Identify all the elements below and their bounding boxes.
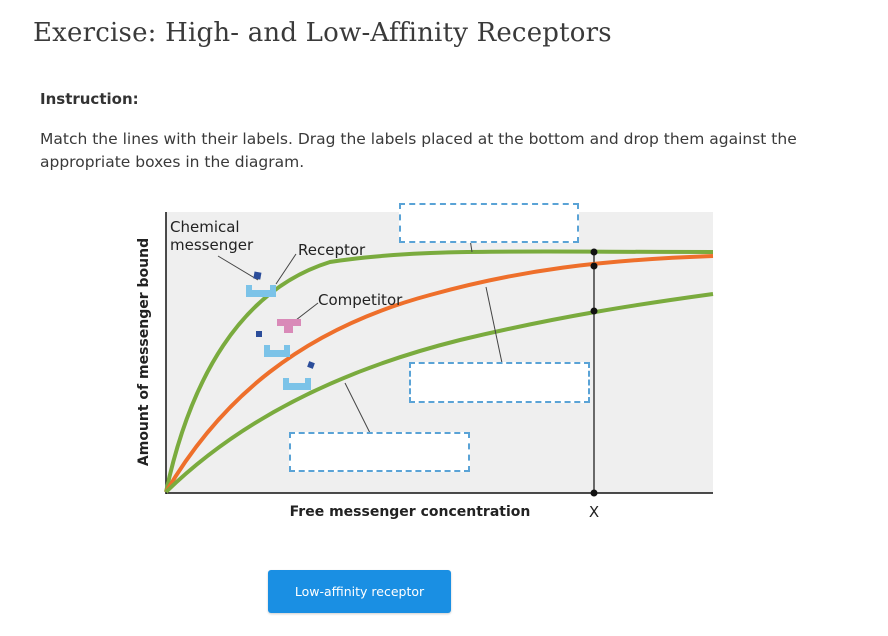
- marker-dot: [590, 262, 598, 270]
- x-marker-label: X: [589, 503, 599, 521]
- x-axis-label: Free messenger concentration: [290, 504, 531, 520]
- instruction-heading: Instruction:: [40, 90, 139, 108]
- drag-label-low-affinity-receptor[interactable]: Low-affinity receptor: [268, 570, 451, 613]
- messenger-icon: [256, 331, 262, 337]
- marker-dot: [590, 489, 598, 497]
- receptor-icon: [246, 285, 276, 297]
- drop-box-middle[interactable]: [409, 362, 590, 403]
- competitor-label: Competitor: [318, 291, 403, 309]
- instruction-text: Match the lines with their labels. Drag …: [40, 130, 797, 171]
- competitor-icon: [277, 319, 301, 333]
- leader-line: [275, 253, 297, 285]
- receptor-icon: [283, 378, 311, 390]
- leader-line: [344, 382, 371, 434]
- high-affinity-curve: [164, 249, 714, 493]
- page-title: Exercise: High- and Low-Affinity Recepto…: [33, 18, 612, 48]
- messenger-icon: [253, 271, 262, 280]
- drop-box-top[interactable]: [399, 203, 579, 243]
- marker-dot: [590, 248, 598, 256]
- receptor-icon: [264, 345, 290, 357]
- drop-box-bottom[interactable]: [289, 432, 470, 472]
- chemical-messenger-label: messenger: [170, 236, 254, 254]
- messenger-icon: [307, 361, 315, 369]
- intermediate-affinity-curve: [164, 254, 714, 494]
- low-affinity-curve: [164, 292, 714, 494]
- y-axis-label: Amount of messenger bound: [136, 238, 152, 466]
- leader-line: [217, 255, 259, 281]
- leader-line: [485, 286, 503, 364]
- chemical-messenger-label: Chemical: [170, 218, 240, 236]
- marker-dot: [590, 307, 598, 315]
- leader-line: [295, 302, 319, 321]
- receptor-label: Receptor: [298, 241, 366, 259]
